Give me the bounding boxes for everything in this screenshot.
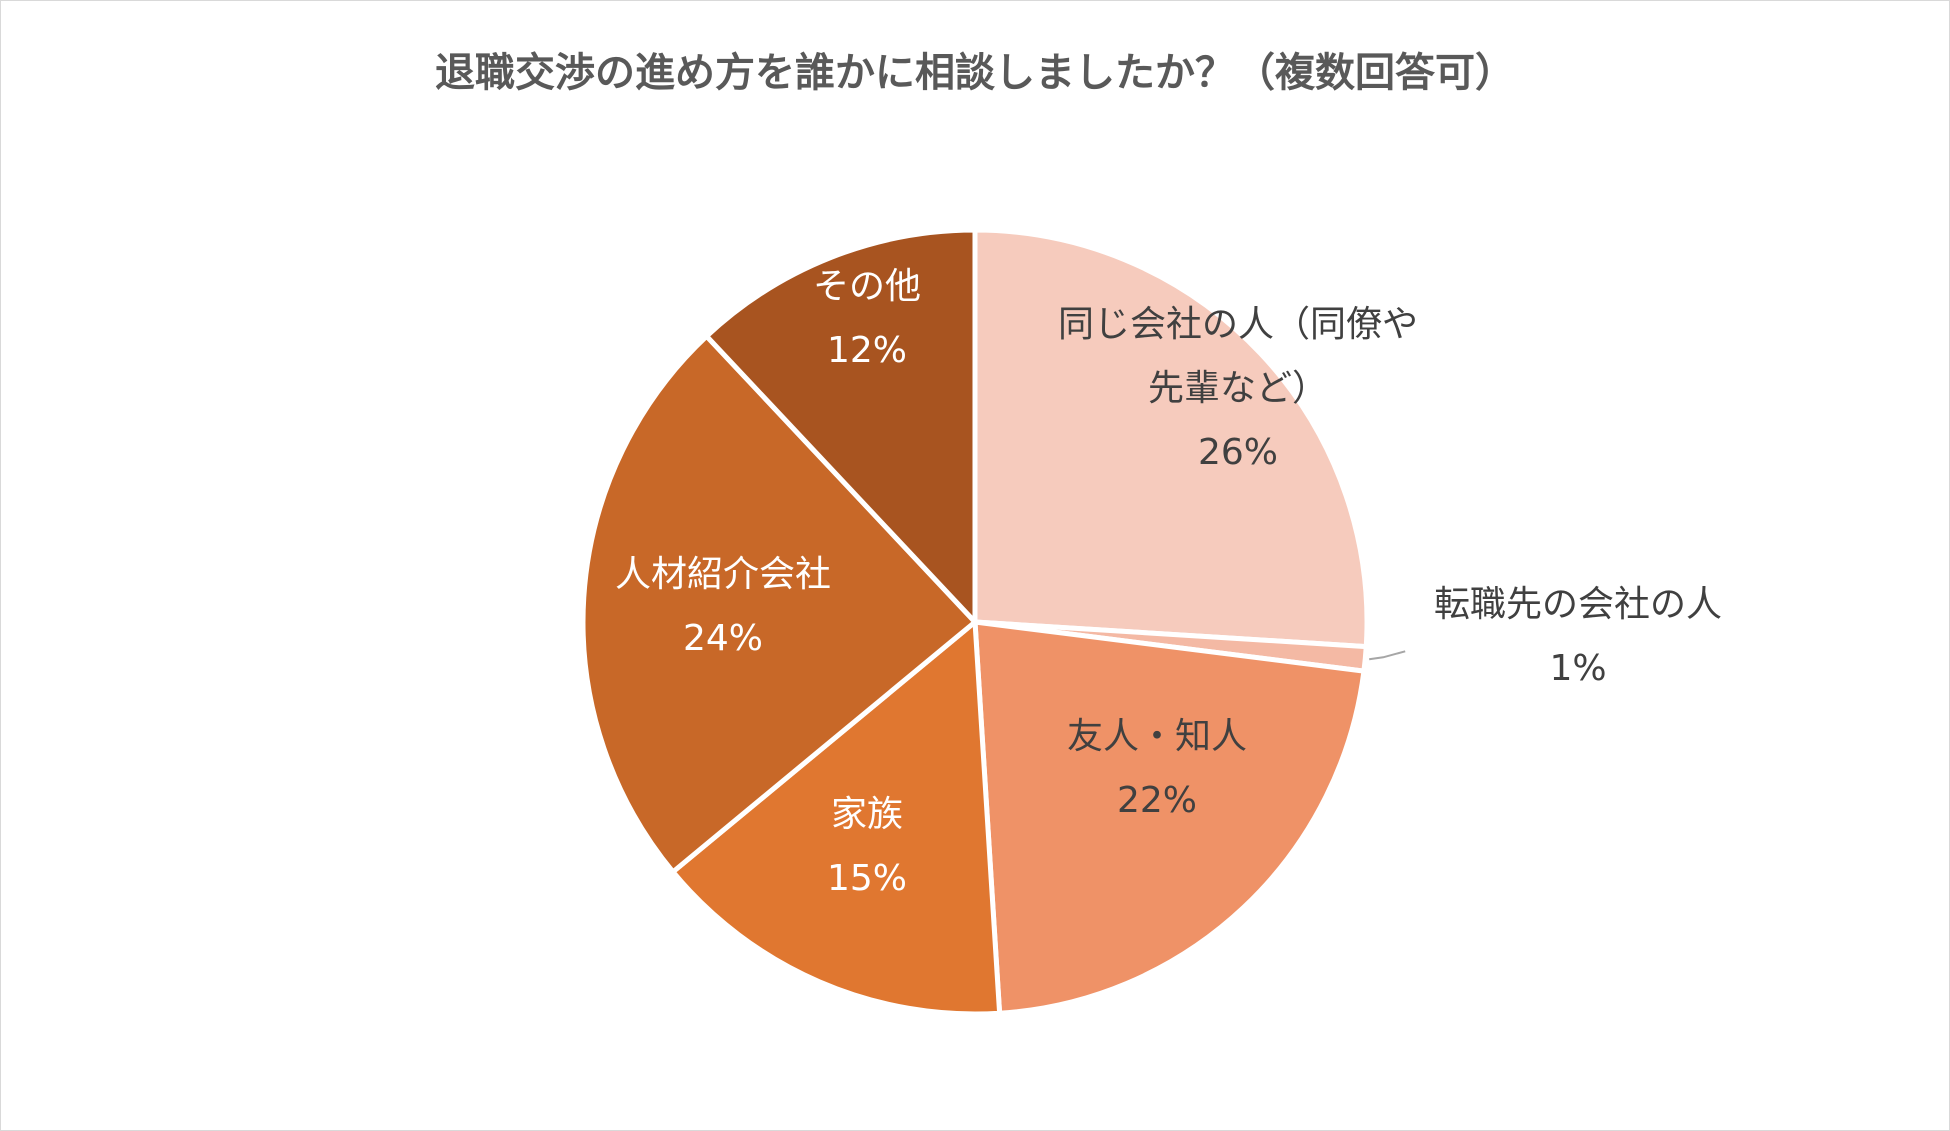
slice-category-label-1: 同じ会社の人（同僚や [1058, 304, 1418, 345]
slice-value-label-6: 12% [827, 330, 907, 371]
slice-category-label-3: 友人・知人 [1067, 716, 1247, 757]
slice-category-label-1: 先輩など） [1148, 368, 1328, 409]
slice-value-label-4: 15% [827, 858, 907, 899]
pie-slice-5 [580, 333, 978, 875]
slice-value-label-2: 1% [1549, 648, 1606, 689]
slice-value-label-1: 26% [1198, 432, 1278, 473]
pie-slice-1 [972, 227, 1370, 650]
slice-category-label-4: 家族 [831, 794, 903, 835]
pie-slices [580, 227, 1370, 1017]
chart-title: 退職交渉の進め方を誰かに相談しましたか？（複数回答可） [435, 50, 1515, 96]
pie-slice-3 [972, 619, 1367, 1016]
slice-value-label-5: 24% [683, 618, 763, 659]
slice-category-label-2: 転職先の会社の人 [1434, 584, 1722, 625]
slice-value-label-3: 22% [1117, 780, 1197, 821]
pie-slice-6 [704, 227, 978, 625]
slice-category-label-6: その他 [813, 266, 921, 307]
slice-category-label-5: 人材紹介会社 [615, 554, 831, 595]
leader-line-2 [1369, 650, 1406, 661]
pie-slice-4 [670, 619, 1003, 1017]
leader-lines [1369, 650, 1406, 661]
